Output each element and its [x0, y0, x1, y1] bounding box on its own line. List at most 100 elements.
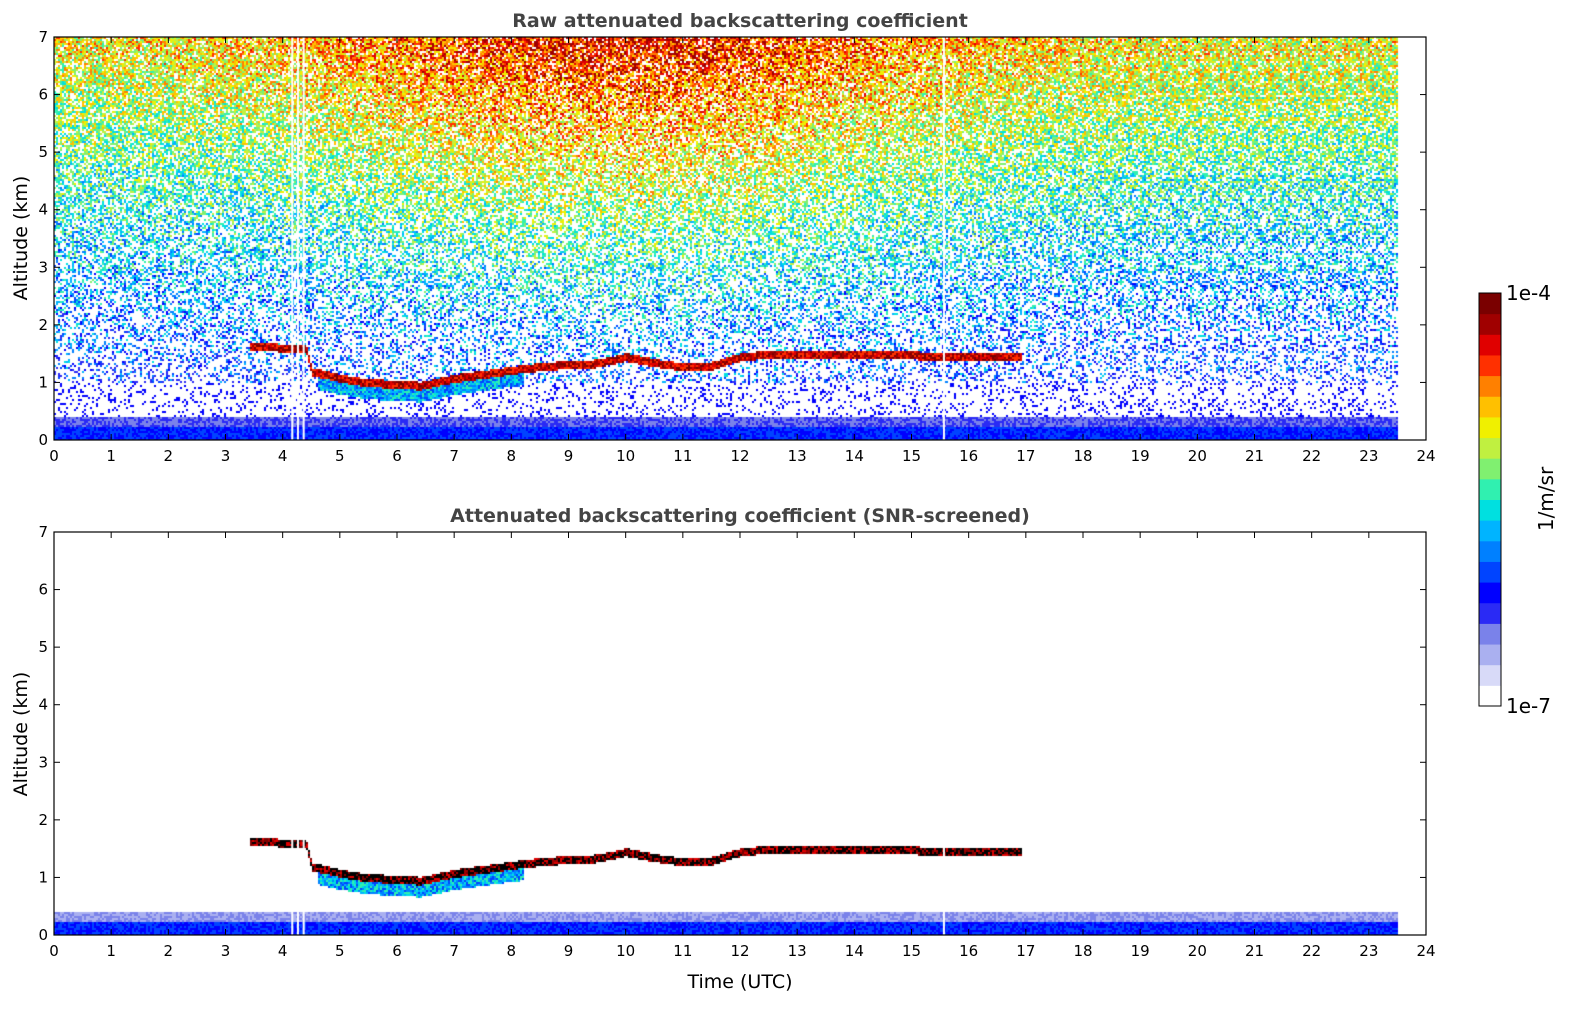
x-tick-label: 12: [730, 447, 749, 465]
x-tick-label: 16: [959, 942, 978, 960]
raw-heatmap-plot: [54, 37, 1426, 440]
x-tick-label: 11: [673, 447, 692, 465]
x-tick-label: 18: [1073, 942, 1092, 960]
x-tick-label: 18: [1073, 447, 1092, 465]
colorbar-segment: [1479, 664, 1501, 686]
x-tick-label: 20: [1188, 942, 1207, 960]
x-tick-label: 15: [902, 942, 921, 960]
colorbar-segment: [1479, 540, 1501, 562]
screened-panel-title: Attenuated backscattering coefficient (S…: [450, 505, 1030, 527]
x-tick-label: 15: [902, 447, 921, 465]
y-tick-label: 1: [38, 868, 48, 886]
x-tick-label: 8: [507, 942, 517, 960]
screened-heatmap-plot: [54, 532, 1426, 935]
x-tick-label: 17: [1016, 942, 1035, 960]
y-tick-label: 5: [38, 638, 48, 656]
y-tick-label: 6: [38, 581, 48, 599]
x-tick-label: 22: [1302, 942, 1321, 960]
raw-x-axis: 0 1 2 3 4 5 6 7 8 9 10 11 12 13 14 15 16 17 18 19 20 21 22 23 24: [49, 37, 1436, 465]
x-tick-label: 0: [49, 942, 59, 960]
colorbar-segment: [1479, 478, 1501, 500]
y-tick-label: 4: [38, 696, 48, 714]
x-tick-label: 3: [221, 942, 231, 960]
y-tick-label: 6: [38, 86, 48, 104]
colorbar-segment: [1479, 623, 1501, 645]
x-tick-label: 21: [1245, 942, 1264, 960]
colorbar-segment: [1479, 375, 1501, 397]
y-tick-label: 2: [38, 316, 48, 334]
x-tick-label: 23: [1359, 447, 1378, 465]
y-tick-label: 3: [38, 753, 48, 771]
x-tick-label: 14: [845, 447, 864, 465]
x-tick-label: 7: [449, 447, 459, 465]
colorbar-segment: [1479, 561, 1501, 583]
x-tick-label: 14: [845, 942, 864, 960]
y-tick-label: 7: [38, 523, 48, 541]
colorbar-segment: [1479, 416, 1501, 439]
screened-backscatter-panel: Attenuated backscattering coefficient (S…: [10, 505, 1436, 993]
x-tick-label: 17: [1016, 447, 1035, 465]
x-tick-label: 1: [106, 942, 116, 960]
x-tick-label: 24: [1416, 447, 1435, 465]
y-tick-label: 0: [38, 431, 48, 449]
raw-y-axis-label: Altitude (km): [10, 176, 32, 301]
x-tick-label: 3: [221, 447, 231, 465]
x-tick-label: 19: [1131, 447, 1150, 465]
colorbar-segment: [1479, 499, 1501, 521]
x-tick-label: 4: [278, 942, 288, 960]
x-axis-label: Time (UTC): [686, 971, 792, 993]
x-tick-label: 9: [564, 447, 574, 465]
colorbar-segment: [1479, 293, 1501, 315]
screened-y-axis: 0 1 2 3 4 5 6 7: [38, 523, 1426, 944]
colorbar-segment: [1479, 582, 1501, 604]
colorbar-segment: [1479, 437, 1501, 459]
colorbar-segment: [1479, 520, 1501, 542]
colorbar-segment: [1479, 685, 1501, 707]
x-tick-label: 13: [788, 447, 807, 465]
x-tick-label: 2: [164, 942, 174, 960]
x-tick-label: 6: [392, 942, 402, 960]
colorbar-segment: [1479, 458, 1501, 480]
y-tick-label: 0: [38, 926, 48, 944]
colorbar-segment: [1479, 396, 1501, 418]
x-tick-label: 1: [106, 447, 116, 465]
x-tick-label: 24: [1416, 942, 1435, 960]
y-tick-label: 7: [38, 28, 48, 46]
x-tick-label: 22: [1302, 447, 1321, 465]
x-tick-label: 19: [1131, 942, 1150, 960]
x-tick-label: 7: [449, 942, 459, 960]
x-tick-label: 8: [507, 447, 517, 465]
y-tick-label: 5: [38, 143, 48, 161]
y-tick-label: 2: [38, 811, 48, 829]
raw-y-axis: 0 1 2 3 4 5 6 7: [38, 28, 1426, 449]
colorbar-frame: [1478, 292, 1502, 707]
colorbar: 1e-4 1e-7 1/m/sr: [1478, 281, 1558, 718]
y-tick-label: 1: [38, 373, 48, 391]
x-tick-label: 5: [335, 942, 345, 960]
x-tick-label: 4: [278, 447, 288, 465]
colorbar-segment: [1479, 644, 1501, 666]
colorbar-max-label: 1e-4: [1506, 281, 1551, 305]
x-tick-label: 21: [1245, 447, 1264, 465]
colorbar-min-label: 1e-7: [1506, 694, 1551, 718]
x-tick-label: 11: [673, 942, 692, 960]
colorbar-segment: [1479, 313, 1501, 335]
x-tick-label: 0: [49, 447, 59, 465]
x-tick-label: 23: [1359, 942, 1378, 960]
raw-panel-title: Raw attenuated backscattering coefficien…: [512, 10, 968, 32]
screened-x-axis: 0 1 2 3 4 5 6 7 8 9 10 11 12 13 14 15 16 17 18 19 20 21 22 23 24: [49, 532, 1436, 960]
colorbar-segment: [1479, 602, 1501, 624]
screened-y-axis-label: Altitude (km): [10, 672, 32, 797]
x-tick-label: 9: [564, 942, 574, 960]
y-tick-label: 3: [38, 258, 48, 276]
x-tick-label: 16: [959, 447, 978, 465]
x-tick-label: 10: [616, 942, 635, 960]
colorbar-gradient: [1479, 293, 1501, 707]
x-tick-label: 5: [335, 447, 345, 465]
x-tick-label: 2: [164, 447, 174, 465]
y-tick-label: 4: [38, 201, 48, 219]
x-tick-label: 10: [616, 447, 635, 465]
colorbar-segment: [1479, 334, 1501, 356]
